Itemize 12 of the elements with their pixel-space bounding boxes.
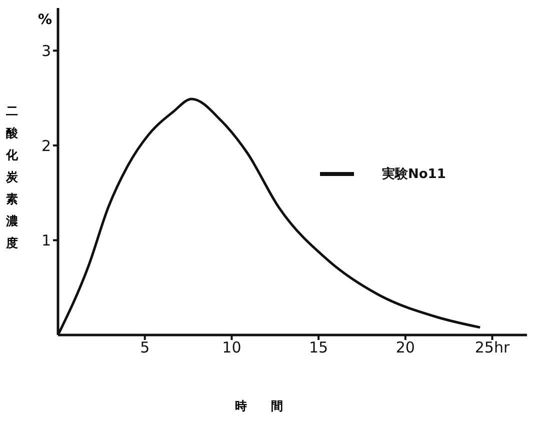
- y-axis-title: 二酸化炭素濃度: [4, 103, 19, 252]
- legend-label: 実験No11: [382, 166, 446, 183]
- x-tick-label: 25hr: [474, 338, 510, 357]
- text: %: [38, 12, 52, 28]
- x-tick-label: 5: [140, 338, 150, 357]
- x-tick-label: 10: [222, 338, 242, 357]
- x-axis-title: 時間: [235, 398, 307, 415]
- x-tick-label: 15: [309, 338, 328, 357]
- y-tick-label: 1: [41, 232, 51, 250]
- y-tick-label: 2: [41, 136, 51, 155]
- y-tick-label: 3: [41, 42, 51, 60]
- x-tick-label: 20: [396, 338, 415, 357]
